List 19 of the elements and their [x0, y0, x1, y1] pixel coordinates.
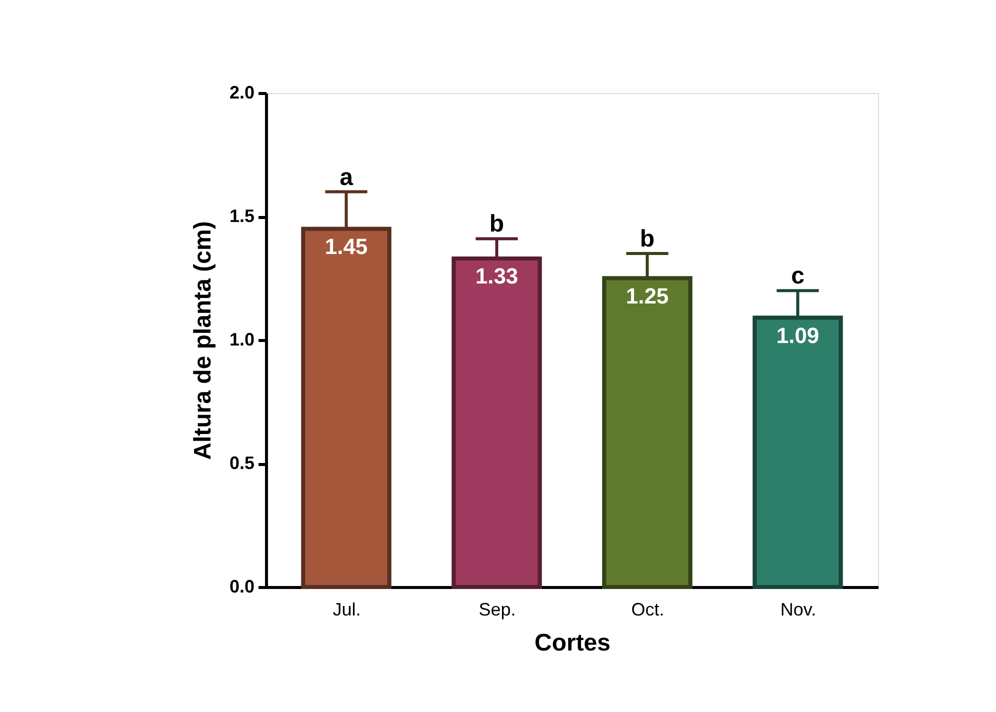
y-tick-label: 0.0	[229, 576, 254, 596]
annotation: c	[791, 262, 804, 290]
data-label: 1.09	[776, 322, 820, 348]
data-label: 1.25	[626, 283, 669, 308]
y-axis-title: Altura de planta (cm)	[189, 221, 216, 460]
x-tick-label: Jul.	[332, 600, 361, 620]
y-tick-label: 1.5	[229, 206, 254, 226]
y-tick-label: 1.0	[229, 330, 254, 350]
data-label: 1.33	[475, 263, 518, 288]
x-tick-label: Sep.	[478, 600, 516, 620]
annotation: b	[489, 210, 504, 238]
x-tick-label: Oct.	[631, 600, 664, 620]
x-axis-title: Cortes	[534, 630, 611, 656]
annotation: b	[640, 226, 655, 253]
data-label: 1.45	[324, 234, 368, 259]
annotation: a	[340, 164, 354, 191]
y-tick-label: 2.0	[229, 82, 254, 102]
x-tick-label: Nov.	[780, 600, 816, 620]
y-tick-label: 0.5	[229, 453, 254, 473]
